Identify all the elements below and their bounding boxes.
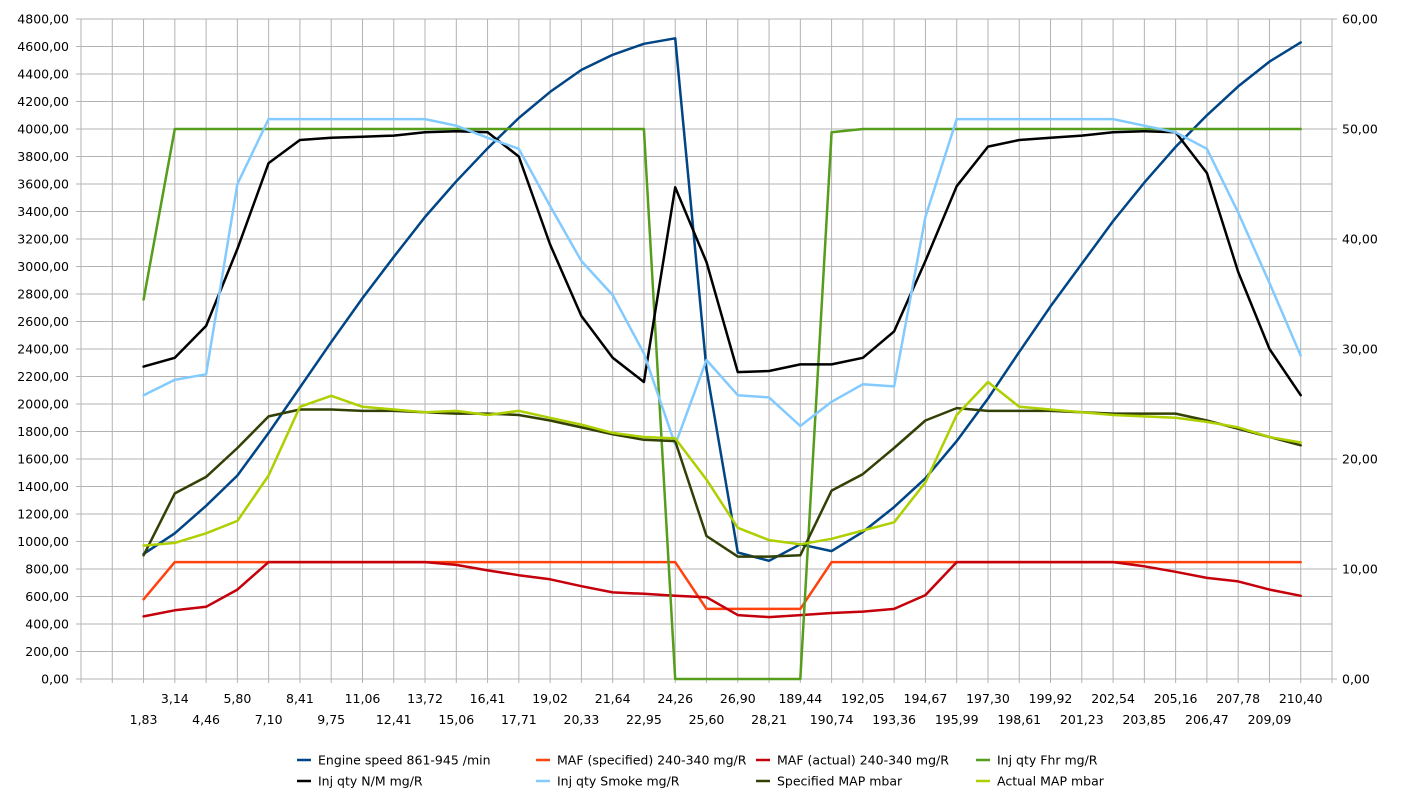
x-tick-label: 203,85 <box>1122 712 1166 727</box>
y-left-tick-label: 2000,00 <box>17 397 69 412</box>
x-tick-label: 12,41 <box>376 712 412 727</box>
y-left-tick-label: 2800,00 <box>17 287 69 302</box>
y-left-tick-label: 2200,00 <box>17 369 69 384</box>
x-tick-label: 28,21 <box>751 712 787 727</box>
y-left-tick-label: 4000,00 <box>17 122 69 137</box>
x-tick-label: 26,90 <box>720 691 756 706</box>
x-tick-label: 13,72 <box>407 691 443 706</box>
legend-label: Inj qty Smoke mg/R <box>557 774 680 789</box>
x-tick-label: 192,05 <box>841 691 885 706</box>
y-left-tick-label: 0,00 <box>41 672 69 687</box>
y-right-tick-label: 0,00 <box>1342 672 1370 687</box>
x-tick-label: 5,80 <box>223 691 251 706</box>
axes <box>76 18 1337 683</box>
series-line-6 <box>142 117 1302 446</box>
series-line-3 <box>142 560 1302 619</box>
series-line-5 <box>142 129 1302 397</box>
x-tick-label: 20,33 <box>564 712 600 727</box>
x-tick-label: 19,02 <box>532 691 568 706</box>
y-right-tick-label: 50,00 <box>1342 122 1378 137</box>
x-tick-label: 207,78 <box>1216 691 1260 706</box>
x-tick-label: 210,40 <box>1279 691 1323 706</box>
legend-label: MAF (actual) 240-340 mg/R <box>777 753 949 768</box>
x-tick-label: 9,75 <box>317 712 345 727</box>
y-axis-right: 0,00 10,00 20,00 30,00 40,00 50,00 60,00 <box>1342 12 1378 687</box>
x-tick-label: 202,54 <box>1091 691 1135 706</box>
legend-label: MAF (specified) 240-340 mg/R <box>557 753 747 768</box>
y-left-tick-label: 600,00 <box>25 589 69 604</box>
x-tick-label: 21,64 <box>595 691 631 706</box>
x-tick-label: 1,83 <box>130 712 158 727</box>
y-right-tick-label: 10,00 <box>1342 562 1378 577</box>
x-tick-label: 22,95 <box>626 712 662 727</box>
y-left-tick-label: 400,00 <box>25 617 69 632</box>
y-left-tick-label: 3200,00 <box>17 232 69 247</box>
x-tick-label: 205,16 <box>1154 691 1198 706</box>
x-tick-label: 189,44 <box>778 691 822 706</box>
legend: Engine speed 861-945 /min MAF (specified)… <box>297 753 1105 789</box>
x-tick-label: 8,41 <box>286 691 314 706</box>
y-left-tick-label: 1000,00 <box>17 534 69 549</box>
y-left-tick-label: 4200,00 <box>17 94 69 109</box>
x-tick-label: 3,14 <box>161 691 189 706</box>
y-left-tick-label: 3800,00 <box>17 149 69 164</box>
y-left-tick-label: 3600,00 <box>17 177 69 192</box>
y-right-tick-label: 40,00 <box>1342 232 1378 247</box>
x-tick-label: 24,26 <box>657 691 693 706</box>
y-left-tick-label: 1600,00 <box>17 452 69 467</box>
series-line-1 <box>142 37 1302 563</box>
series-line-7 <box>142 406 1302 558</box>
y-left-tick-label: 3400,00 <box>17 204 69 219</box>
x-tick-label: 4,46 <box>192 712 220 727</box>
series-lines <box>142 37 1302 681</box>
x-tick-label: 17,71 <box>501 712 537 727</box>
legend-label: Engine speed 861-945 /min <box>318 753 491 768</box>
y-left-tick-label: 4400,00 <box>17 67 69 82</box>
x-tick-label: 16,41 <box>470 691 506 706</box>
x-tick-label: 195,99 <box>935 712 979 727</box>
y-left-tick-label: 1400,00 <box>17 479 69 494</box>
legend-label: Specified MAP mbar <box>777 774 903 789</box>
y-left-tick-label: 3000,00 <box>17 259 69 274</box>
x-tick-label: 7,10 <box>255 712 283 727</box>
y-right-tick-label: 20,00 <box>1342 452 1378 467</box>
y-left-tick-label: 4600,00 <box>17 39 69 54</box>
x-tick-label: 25,60 <box>689 712 725 727</box>
x-tick-label: 194,67 <box>904 691 948 706</box>
y-left-tick-label: 800,00 <box>25 562 69 577</box>
x-tick-label: 201,23 <box>1060 712 1104 727</box>
x-tick-label: 209,09 <box>1248 712 1292 727</box>
y-right-tick-label: 30,00 <box>1342 342 1378 357</box>
y-left-tick-label: 200,00 <box>25 644 69 659</box>
series-line-4 <box>142 127 1302 681</box>
y-left-tick-label: 4800,00 <box>17 12 69 27</box>
y-left-tick-label: 1800,00 <box>17 424 69 439</box>
legend-label: Inj qty Fhr mg/R <box>997 753 1098 768</box>
y-axis-left: 0,00 200,00 400,00 600,00 800,00 1000,00 1200,… <box>17 12 69 687</box>
y-left-tick-label: 2600,00 <box>17 314 69 329</box>
x-tick-label: 11,06 <box>345 691 381 706</box>
x-tick-label: 190,74 <box>810 712 854 727</box>
x-tick-label: 197,30 <box>966 691 1010 706</box>
x-tick-label: 198,61 <box>997 712 1041 727</box>
legend-label: Actual MAP mbar <box>997 774 1105 789</box>
x-tick-label: 206,47 <box>1185 712 1229 727</box>
y-left-tick-label: 2400,00 <box>17 342 69 357</box>
y-left-tick-label: 1200,00 <box>17 507 69 522</box>
series-line-8 <box>142 380 1302 547</box>
x-tick-label: 193,36 <box>872 712 916 727</box>
y-right-tick-label: 60,00 <box>1342 12 1378 27</box>
x-tick-label: 15,06 <box>438 712 474 727</box>
legend-label: Inj qty N/M mg/R <box>318 774 423 789</box>
x-tick-label: 199,92 <box>1029 691 1073 706</box>
